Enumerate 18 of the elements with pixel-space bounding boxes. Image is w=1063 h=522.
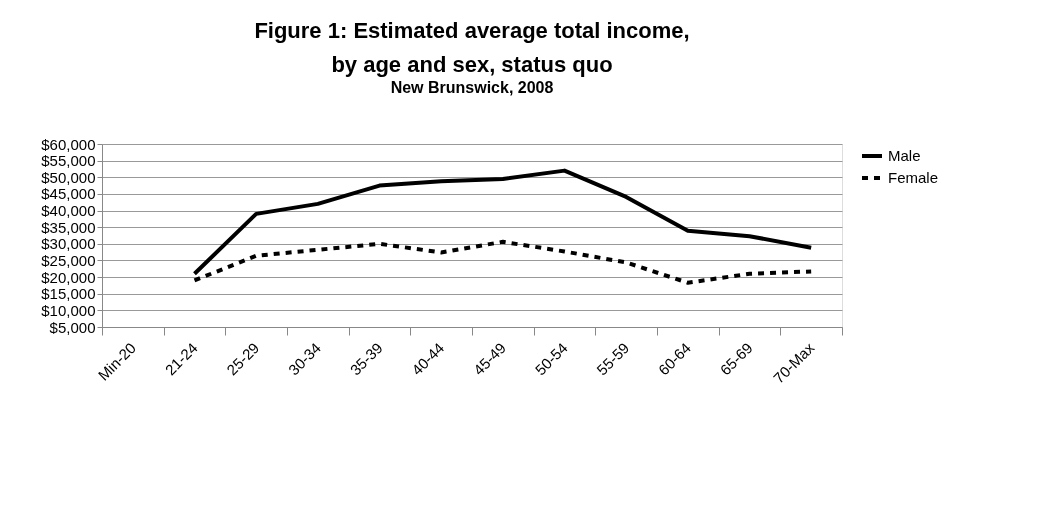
y-tick-label: $15,000 (41, 285, 96, 303)
legend-label: Male (888, 147, 921, 164)
line-series (192, 168, 814, 276)
y-tick-label: $5,000 (49, 318, 96, 336)
y-tick-label: $55,000 (41, 152, 96, 170)
y-tick-label: $35,000 (41, 218, 96, 236)
y-tick-label: $10,000 (41, 301, 96, 319)
legend-label: Female (888, 169, 939, 186)
y-tick-label: $30,000 (41, 235, 96, 253)
y-tick-label: $40,000 (41, 202, 96, 220)
y-tick-label: $45,000 (41, 185, 96, 203)
y-tick-label: $60,000 (41, 135, 96, 153)
chart-subtitle: New Brunswick, 2008 (390, 79, 554, 96)
y-tick-label: $20,000 (41, 268, 96, 286)
y-tick-label: $50,000 (41, 168, 96, 186)
line-series (192, 239, 814, 285)
y-tick-label: $25,000 (41, 251, 96, 269)
chart-title: Figure 1: Estimated average total income, by age and sex, status quo (254, 18, 690, 77)
